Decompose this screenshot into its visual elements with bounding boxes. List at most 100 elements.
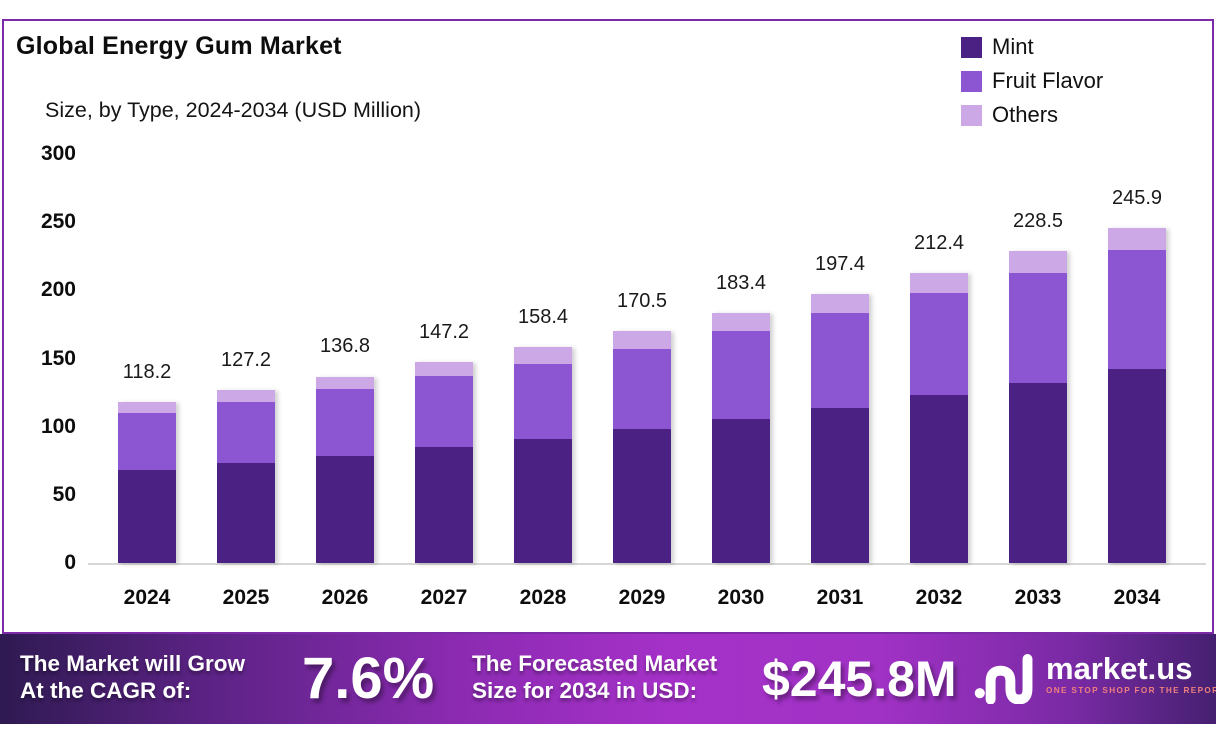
- bar-segment-2024-mint: [118, 470, 176, 563]
- bar-segment-2025-fruit-flavor: [217, 402, 275, 464]
- x-tick-2028: 2028: [519, 586, 567, 609]
- bar-2026: [316, 376, 374, 563]
- y-tick-150: 150: [40, 346, 76, 370]
- cagr-value: 7.6%: [302, 646, 435, 711]
- x-tick-2026: 2026: [321, 586, 369, 609]
- chart-subtitle: Size, by Type, 2024-2034 (USD Million): [45, 98, 422, 122]
- marketus-logo-text-block: market.us ONE STOP SHOP FOR THE REPORTS: [1046, 650, 1216, 695]
- banner-cagr-caption-line2: At the CAGR of:: [20, 678, 192, 703]
- legend-label: Fruit Flavor: [992, 68, 1104, 93]
- y-tick-300: 300: [40, 142, 76, 165]
- value-label-2025: 127.2: [220, 348, 272, 371]
- bar-segment-2034-fruit-flavor: [1108, 249, 1166, 370]
- bar-segment-2025-others: [217, 389, 275, 403]
- bar-2024: [118, 401, 176, 563]
- x-tick-2024: 2024: [123, 586, 171, 609]
- bar-segment-2031-mint: [811, 407, 869, 563]
- bar-segment-2030-others: [712, 312, 770, 332]
- bar-segment-2031-fruit-flavor: [811, 312, 869, 408]
- y-tick-0: 0: [64, 551, 76, 574]
- y-tick-100: 100: [40, 414, 76, 438]
- bottom-banner: The Market will Grow At the CAGR of: The…: [0, 634, 1216, 724]
- bar-segment-2024-others: [118, 401, 176, 414]
- banner-cagr-caption: The Market will Grow At the CAGR of:: [20, 650, 245, 704]
- bar-2034: [1108, 227, 1166, 563]
- bar-segment-2028-others: [514, 347, 572, 364]
- bar-segment-2030-fruit-flavor: [712, 331, 770, 419]
- x-tick-2027: 2027: [420, 586, 468, 609]
- bar-segment-2024-fruit-flavor: [118, 413, 176, 471]
- bar-segment-2027-mint: [415, 447, 473, 563]
- y-tick-250: 250: [40, 210, 76, 234]
- plot-area: [88, 154, 1206, 565]
- value-label-2033: 228.5: [1012, 210, 1064, 233]
- value-label-2030: 183.4: [715, 271, 767, 294]
- legend-label: Mint: [992, 34, 1034, 59]
- bar-segment-2034-mint: [1108, 369, 1166, 563]
- legend: Mint Fruit Flavor Others: [961, 30, 1103, 132]
- bar-segment-2028-mint: [514, 438, 572, 563]
- x-tick-2033: 2033: [1014, 586, 1062, 609]
- bar-segment-2029-mint: [613, 429, 671, 563]
- bar-segment-2034-others: [1108, 227, 1166, 250]
- legend-item-mint: Mint: [961, 30, 1103, 64]
- bar-2033: [1009, 251, 1067, 563]
- banner-cagr-caption-line1: The Market will Grow: [20, 651, 246, 676]
- legend-swatch: [961, 104, 982, 126]
- bar-segment-2032-fruit-flavor: [910, 293, 968, 396]
- bar-segment-2026-mint: [316, 455, 374, 563]
- legend-swatch: [961, 70, 982, 92]
- bar-2031: [811, 293, 869, 563]
- value-label-2024: 118.2: [122, 360, 172, 383]
- bar-2032: [910, 273, 968, 563]
- bar-segment-2027-others: [415, 362, 473, 377]
- x-tick-2032: 2032: [915, 586, 963, 609]
- bar-2027: [415, 362, 473, 563]
- bar-2025: [217, 389, 275, 563]
- value-label-2026: 136.8: [319, 335, 371, 358]
- marketus-logo-text: market.us: [1046, 651, 1193, 686]
- bar-segment-2026-others: [316, 376, 374, 389]
- value-label-2031: 197.4: [814, 252, 866, 275]
- value-label-2029: 170.5: [616, 289, 668, 312]
- bar-segment-2033-fruit-flavor: [1009, 273, 1067, 384]
- value-label-2028: 158.4: [517, 306, 569, 329]
- legend-item-others: Others: [961, 98, 1103, 132]
- bar-segment-2029-fruit-flavor: [613, 348, 671, 430]
- marketus-logo-icon: [974, 654, 1033, 704]
- chart-title: Global Energy Gum Market: [16, 32, 342, 60]
- legend-item-fruit-flavor: Fruit Flavor: [961, 64, 1103, 98]
- bar-segment-2028-fruit-flavor: [514, 363, 572, 439]
- x-tick-2029: 2029: [618, 586, 666, 609]
- bar-segment-2032-others: [910, 273, 968, 294]
- bar-segment-2033-others: [1009, 251, 1067, 274]
- x-tick-2025: 2025: [222, 586, 270, 609]
- x-tick-2034: 2034: [1113, 586, 1161, 609]
- y-tick-50: 50: [52, 482, 76, 506]
- bar-segment-2026-fruit-flavor: [316, 388, 374, 456]
- bar-2029: [613, 330, 671, 563]
- bar-segment-2033-mint: [1009, 383, 1067, 563]
- banner-forecast-caption-line2: Size for 2034 in USD:: [472, 678, 698, 703]
- x-tick-2031: 2031: [816, 586, 864, 609]
- x-tick-2030: 2030: [717, 586, 765, 609]
- y-tick-200: 200: [40, 278, 76, 302]
- forecast-value: $245.8M: [762, 651, 957, 707]
- bar-segment-2025-mint: [217, 463, 275, 563]
- legend-label: Others: [992, 102, 1059, 127]
- value-label-2034: 245.9: [1111, 186, 1163, 209]
- banner-forecast-caption-line1: The Forecasted Market: [472, 651, 718, 676]
- legend-swatch: [961, 36, 982, 58]
- marketus-logo: market.us ONE STOP SHOP FOR THE REPORTS: [973, 650, 1216, 704]
- bar-segment-2032-mint: [910, 395, 968, 563]
- value-label-2032: 212.4: [913, 232, 965, 255]
- value-label-2027: 147.2: [418, 321, 470, 344]
- bar-segment-2027-fruit-flavor: [415, 376, 473, 448]
- marketus-logo-tagline: ONE STOP SHOP FOR THE REPORTS: [1046, 686, 1216, 695]
- bar-2028: [514, 347, 572, 563]
- bar-segment-2031-others: [811, 293, 869, 313]
- banner-forecast-caption: The Forecasted Market Size for 2034 in U…: [472, 650, 717, 704]
- bar-2030: [712, 312, 770, 563]
- bar-segment-2029-others: [613, 330, 671, 349]
- bar-segment-2030-mint: [712, 418, 770, 563]
